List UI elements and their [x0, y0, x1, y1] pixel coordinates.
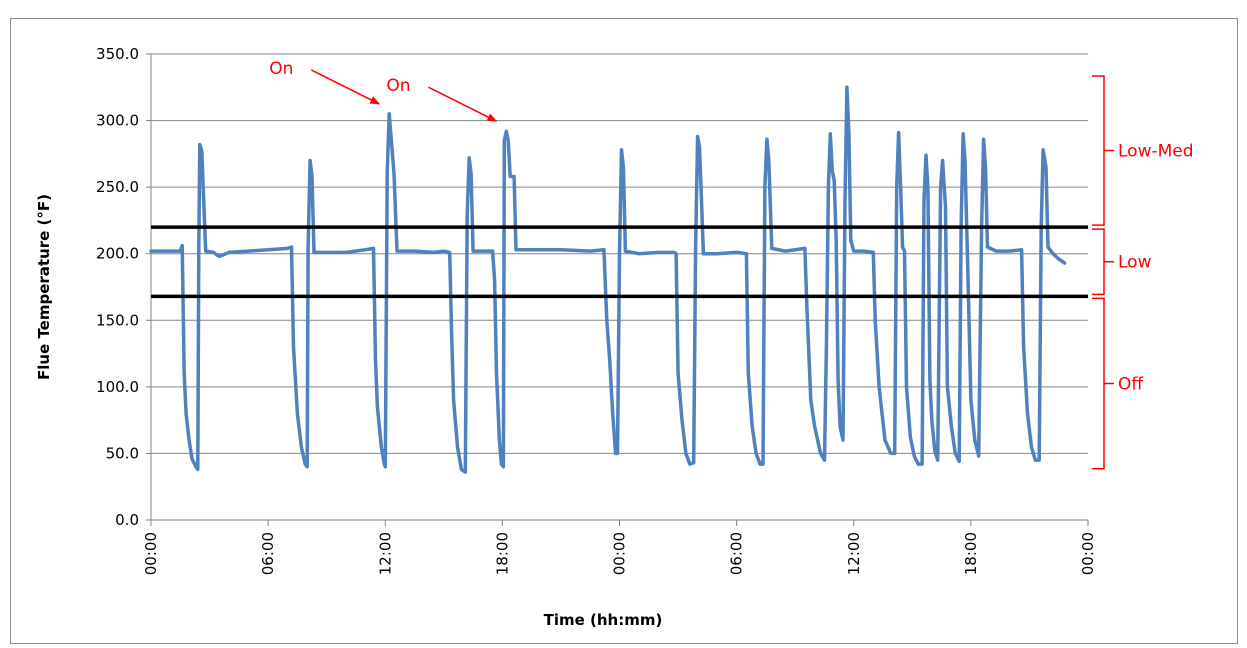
y-tick-label: 50.0 — [106, 444, 139, 462]
y-tick-label: 200.0 — [96, 245, 139, 263]
x-tick-label: 18:00 — [493, 532, 511, 575]
series-line — [149, 85, 1067, 474]
band-label: Low — [1118, 253, 1152, 273]
y-tick-label: 150.0 — [96, 311, 139, 329]
y-tick-label: 350.0 — [96, 45, 139, 63]
band-layer: Low-Med Low Off — [1092, 75, 1194, 470]
x-tick-label: 00:00 — [611, 532, 629, 575]
x-tick-label: 18:00 — [962, 532, 980, 575]
y-tick-label: 100.0 — [96, 378, 139, 396]
x-axis-title: Time (hh:mm) — [544, 611, 663, 629]
x-tick-label: 06:00 — [728, 532, 746, 575]
x-tick-label: 00:00 — [142, 532, 160, 575]
on-annotation-label: On — [386, 76, 410, 96]
band-bracket — [1092, 75, 1114, 226]
band-label: Low-Med — [1118, 142, 1194, 162]
band-label: Off — [1118, 375, 1144, 395]
y-axis-title: Flue Temperature (°F) — [35, 194, 53, 380]
x-axis-ticks: 00:00 06:00 12:00 18:00 00:00 06:00 12:00 18:00… — [142, 520, 1097, 575]
chart-frame — [10, 18, 1238, 644]
x-tick-label: 00:00 — [1079, 532, 1097, 575]
band-bracket — [1092, 228, 1114, 296]
y-tick-label: 300.0 — [96, 112, 139, 130]
y-axis-ticks: 0.0 50.0 100.0 150.0 200.0 250.0 300.0 350.0 — [96, 45, 151, 529]
x-tick-label: 12:00 — [845, 532, 863, 575]
series-layer — [149, 85, 1067, 474]
x-tick-label: 12:00 — [376, 532, 394, 575]
x-tick-label: 06:00 — [259, 532, 277, 575]
band-bracket — [1092, 297, 1114, 470]
y-tick-label: 0.0 — [115, 511, 139, 529]
on-annotation-arrow — [310, 69, 381, 105]
annotation-layer: On On — [269, 59, 498, 122]
threshold-layer — [151, 225, 1088, 299]
on-annotation-arrow — [428, 86, 498, 122]
on-annotation-label: On — [269, 59, 293, 79]
y-tick-label: 250.0 — [96, 178, 139, 196]
